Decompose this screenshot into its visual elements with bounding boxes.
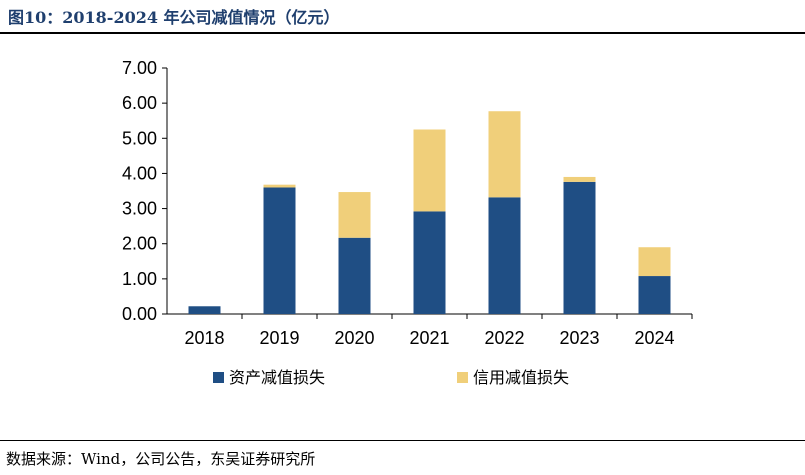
bar-asset-2018 xyxy=(188,306,221,314)
bar-asset-2021 xyxy=(413,211,446,314)
y-tick-label: 4.00 xyxy=(122,163,157,183)
y-tick-label: 5.00 xyxy=(122,128,157,148)
x-tick-label: 2021 xyxy=(409,328,449,348)
y-tick-label: 6.00 xyxy=(122,93,157,113)
x-tick-label: 2024 xyxy=(634,328,674,348)
bar-asset-2023 xyxy=(563,181,596,314)
figure-title: 图10：2018-2024 年公司减值情况（亿元） xyxy=(8,8,340,27)
legend-swatch xyxy=(457,372,468,383)
legend-label: 资产减值损失 xyxy=(229,368,325,387)
bar-credit-2022 xyxy=(488,111,521,198)
legend-label: 信用减值损失 xyxy=(473,368,569,387)
bar-asset-2019 xyxy=(263,187,296,314)
y-tick-label: 0.00 xyxy=(122,304,157,324)
x-tick-label: 2018 xyxy=(184,328,224,348)
plot-area: 0.00 1.00 2.00 3.00 4.00 5.00 6.00 7.00 2018 2019… xyxy=(122,58,693,348)
x-tick-label: 2019 xyxy=(259,328,299,348)
y-tick-label: 2.00 xyxy=(122,234,157,254)
bar-credit-2020 xyxy=(338,192,371,238)
bar-credit-2024 xyxy=(638,247,671,277)
top-rule xyxy=(0,32,805,34)
x-tick-label: 2023 xyxy=(559,328,599,348)
source-note: 数据来源：Wind，公司公告，东吴证券研究所 xyxy=(6,450,316,468)
y-tick-label: 3.00 xyxy=(122,199,157,219)
y-tick-label: 1.00 xyxy=(122,269,157,289)
legend: 资产减值损失 信用减值损失 xyxy=(213,368,569,387)
bar-credit-2021 xyxy=(413,129,446,212)
bottom-rule xyxy=(0,440,805,441)
stacked-bar-chart: 0.00 1.00 2.00 3.00 4.00 5.00 6.00 7.00 2018 2019… xyxy=(122,58,693,387)
y-tick-label: 7.00 xyxy=(122,58,157,78)
bar-asset-2020 xyxy=(338,237,371,314)
bar-credit-2019 xyxy=(263,184,296,188)
legend-swatch xyxy=(213,372,224,383)
bar-asset-2024 xyxy=(638,276,671,314)
bar-credit-2023 xyxy=(563,176,596,182)
bar-asset-2022 xyxy=(488,197,521,314)
x-tick-label: 2020 xyxy=(334,328,374,348)
x-tick-label: 2022 xyxy=(484,328,524,348)
